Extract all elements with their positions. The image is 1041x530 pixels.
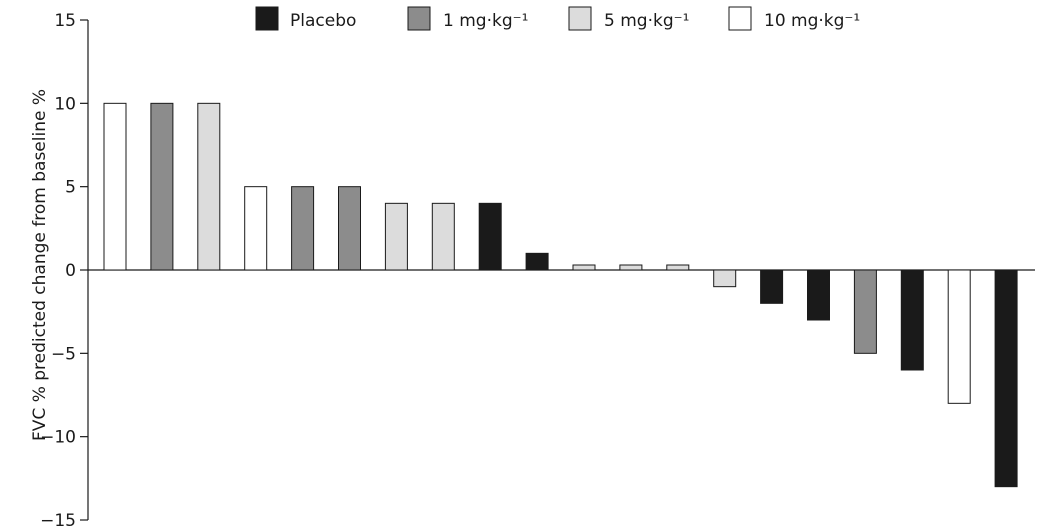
bar-d5	[197, 102, 221, 271]
bar-d1	[338, 186, 361, 271]
legend: Placebo 1 mg·kg⁻¹ 5 mg·kg⁻¹ 10 mg·kg⁻¹	[255, 6, 860, 31]
legend-item-5mg: 5 mg·kg⁻¹	[568, 6, 689, 31]
y-tick-label: −15	[40, 511, 76, 530]
legend-label-5mg: 5 mg·kg⁻¹	[604, 11, 689, 31]
y-tick-label: 15	[54, 11, 76, 31]
legend-label-placebo: Placebo	[290, 11, 356, 31]
bar-d5	[572, 264, 596, 271]
legend-item-placebo: Placebo	[255, 6, 356, 31]
bar-d5	[713, 269, 737, 288]
y-tick-label: −5	[51, 344, 76, 364]
legend-swatch-10mg	[728, 6, 752, 31]
y-tick-label: 10	[54, 94, 76, 114]
bar-d1	[853, 269, 877, 354]
bar-placebo	[900, 269, 924, 371]
y-tick-label: 0	[65, 261, 76, 281]
bar-d5	[666, 264, 690, 271]
bar-d1	[150, 102, 174, 271]
y-tick-label: −10	[40, 428, 76, 448]
bar-placebo	[994, 269, 1018, 488]
legend-swatch-placebo	[255, 6, 279, 31]
bar-d10	[947, 269, 971, 404]
legend-item-10mg: 10 mg·kg⁻¹	[728, 6, 860, 31]
bar-d5	[619, 264, 643, 271]
bar-d10	[103, 102, 127, 271]
bar-d1	[291, 186, 315, 271]
y-tick-label: 5	[65, 178, 76, 198]
bar-placebo	[760, 269, 784, 304]
bar-placebo	[807, 269, 830, 321]
bar-d5	[431, 202, 455, 271]
bar-placebo	[525, 252, 549, 271]
legend-label-10mg: 10 mg·kg⁻¹	[764, 11, 860, 31]
bar-placebo	[478, 202, 502, 271]
y-axis-title: FVC % predicted change from baseline %	[30, 89, 50, 441]
bar-d10	[244, 186, 268, 271]
legend-item-1mg: 1 mg·kg⁻¹	[407, 6, 528, 31]
y-ticks: 15 10 5 0 −5 −10 −15	[40, 11, 88, 530]
bar-d5	[384, 202, 408, 271]
legend-swatch-5mg	[568, 6, 592, 31]
bars	[103, 102, 1018, 488]
legend-swatch-1mg	[407, 6, 431, 31]
legend-label-1mg: 1 mg·kg⁻¹	[443, 11, 528, 31]
